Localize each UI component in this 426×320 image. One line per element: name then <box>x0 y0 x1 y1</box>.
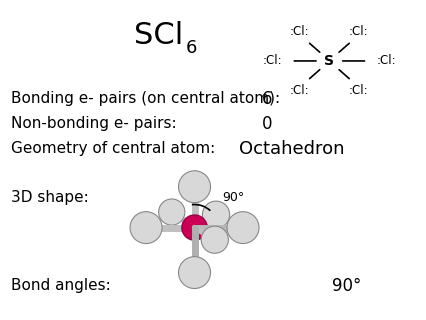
Text: :Cl:: :Cl: <box>289 84 309 97</box>
Text: :Cl:: :Cl: <box>289 25 309 37</box>
Ellipse shape <box>181 215 207 240</box>
Text: :Cl:: :Cl: <box>262 54 282 68</box>
Text: Bond angles:: Bond angles: <box>11 278 111 293</box>
Text: 0: 0 <box>262 115 272 133</box>
Text: Octahedron: Octahedron <box>238 140 343 158</box>
Ellipse shape <box>158 199 184 225</box>
Text: :Cl:: :Cl: <box>376 54 395 68</box>
Text: :Cl:: :Cl: <box>348 25 368 37</box>
Ellipse shape <box>227 212 259 244</box>
Ellipse shape <box>202 201 229 228</box>
Text: Geometry of central atom:: Geometry of central atom: <box>11 141 215 156</box>
Text: :Cl:: :Cl: <box>348 84 368 97</box>
Text: SCl: SCl <box>134 21 183 50</box>
Ellipse shape <box>201 226 228 253</box>
Text: 90°: 90° <box>331 277 360 295</box>
Ellipse shape <box>178 171 210 203</box>
Text: 6: 6 <box>185 39 196 57</box>
Text: 90°: 90° <box>222 191 244 204</box>
Text: S: S <box>324 54 334 68</box>
Text: 3D shape:: 3D shape: <box>11 190 89 205</box>
Ellipse shape <box>178 257 210 289</box>
Text: 6: 6 <box>262 90 272 108</box>
Ellipse shape <box>130 212 162 244</box>
Text: Bonding e- pairs (on central atom):: Bonding e- pairs (on central atom): <box>11 91 280 106</box>
Text: Non-bonding e- pairs:: Non-bonding e- pairs: <box>11 116 176 131</box>
